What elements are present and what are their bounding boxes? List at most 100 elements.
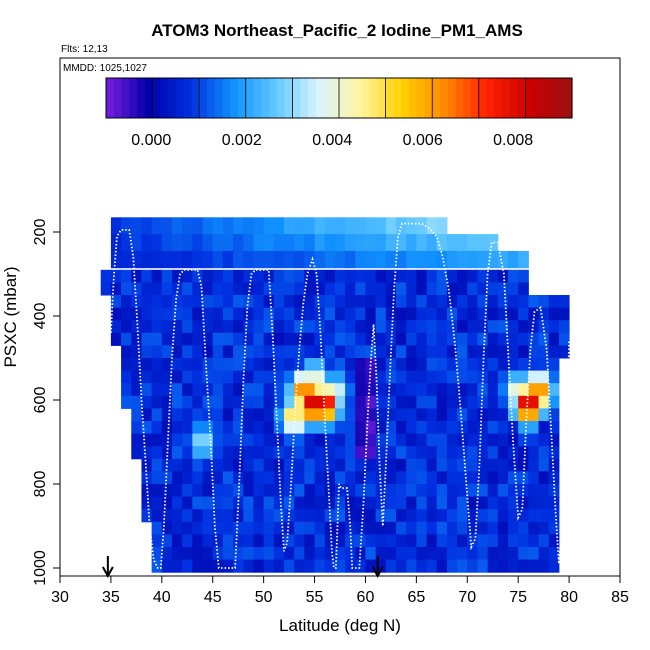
heatmap-cell	[243, 509, 254, 523]
heatmap-cell	[212, 250, 224, 269]
heatmap-cell	[467, 345, 478, 359]
colorbar-tick-label: 0.004	[312, 132, 352, 149]
heatmap-cell	[273, 509, 285, 523]
heatmap-cell	[243, 358, 254, 372]
heatmap-cell	[294, 234, 305, 252]
heatmap-cell	[212, 370, 224, 384]
heatmap-cell	[385, 370, 397, 384]
heatmap-cell	[284, 484, 295, 498]
heatmap-cell	[253, 217, 265, 235]
heatmap-cell	[273, 250, 285, 269]
heatmap-cell	[457, 509, 468, 523]
colorbar-swatch	[346, 78, 356, 118]
heatmap-cell	[396, 521, 407, 535]
heatmap-cell	[396, 433, 407, 447]
heatmap-cell	[538, 383, 550, 397]
heatmap-cell	[508, 320, 519, 334]
heatmap-cell	[457, 250, 468, 269]
heatmap-cell	[375, 295, 387, 309]
colorbar-swatch	[432, 78, 441, 118]
heatmap-cell	[487, 295, 499, 309]
colorbar-swatch	[377, 78, 387, 118]
heatmap-cell	[314, 421, 326, 435]
heatmap-cell	[406, 383, 417, 397]
heatmap-cell	[497, 320, 509, 334]
heatmap-cell	[477, 559, 489, 573]
heatmap-cell	[457, 496, 468, 510]
heatmap-cell	[284, 320, 295, 334]
heatmap-cell	[253, 234, 265, 252]
heatmap-cell	[436, 547, 448, 561]
heatmap-cell	[131, 370, 142, 384]
heatmap-cell	[110, 295, 122, 309]
y-tick-label: 800	[32, 471, 49, 498]
heatmap-cell	[151, 307, 163, 321]
heatmap-cell	[131, 217, 142, 235]
heatmap-cell	[477, 471, 489, 485]
heatmap-cell	[212, 534, 224, 548]
heatmap-cell	[222, 484, 234, 498]
heatmap-cell	[304, 358, 316, 372]
heatmap-cell	[345, 383, 356, 397]
heatmap-cell	[375, 421, 387, 435]
heatmap-cell	[345, 269, 356, 283]
colorbar-swatch	[393, 78, 402, 118]
heatmap-cell	[182, 408, 193, 422]
colorbar-swatch	[416, 78, 426, 118]
heatmap-cell	[436, 446, 448, 460]
heatmap-cell	[406, 395, 417, 409]
heatmap-cell	[233, 421, 244, 435]
heatmap-cell	[457, 471, 468, 485]
heatmap-cell	[385, 421, 397, 435]
heatmap-cell	[426, 559, 438, 573]
heatmap-cell	[355, 332, 366, 346]
heatmap-cell	[355, 269, 366, 283]
heatmap-cell	[182, 217, 193, 235]
heatmap-cell	[457, 458, 468, 472]
heatmap-cell	[243, 250, 254, 269]
heatmap-cell	[192, 559, 204, 573]
x-tick-label: 60	[357, 589, 375, 606]
chart-title: ATOM3 Northeast_Pacific_2 Iodine_PM1_AMS	[151, 21, 523, 40]
heatmap-cell	[192, 446, 204, 460]
colorbar-swatch	[408, 78, 418, 118]
heatmap-cell	[284, 458, 295, 472]
heatmap-cell	[436, 345, 448, 359]
heatmap-cell	[314, 471, 326, 485]
heatmap-cell	[528, 496, 540, 510]
heatmap-cell	[385, 534, 397, 548]
heatmap-cell	[324, 217, 336, 235]
heatmap-cell	[416, 547, 428, 561]
heatmap-cell	[151, 433, 163, 447]
heatmap-cell	[334, 332, 346, 346]
heatmap-cell	[446, 250, 458, 269]
heatmap-cell	[243, 307, 254, 321]
heatmap-cell	[222, 395, 234, 409]
heatmap-cell	[263, 217, 275, 235]
heatmap-cell	[365, 559, 377, 573]
heatmap-cell	[161, 458, 173, 472]
heatmap-cell	[396, 534, 407, 548]
heatmap-cell	[324, 320, 336, 334]
heatmap-cell	[497, 534, 509, 548]
heatmap-cell	[508, 458, 519, 472]
heatmap-cell	[243, 421, 254, 435]
heatmap-cell	[416, 345, 428, 359]
heatmap-cell	[406, 496, 417, 510]
heatmap-cell	[355, 345, 366, 359]
heatmap-cell	[314, 295, 326, 309]
heatmap-cell	[161, 320, 173, 334]
heatmap-cell	[365, 295, 377, 309]
heatmap-cell	[375, 320, 387, 334]
heatmap-cell	[375, 408, 387, 422]
heatmap-cell	[528, 521, 540, 535]
heatmap-cell	[477, 295, 489, 309]
heatmap-cell	[508, 370, 519, 384]
heatmap-cell	[192, 383, 204, 397]
heatmap-cell	[273, 433, 285, 447]
heatmap-cell	[416, 521, 428, 535]
colorbar-swatch	[269, 78, 278, 118]
heatmap-cell	[294, 370, 305, 384]
heatmap-cell	[141, 295, 153, 309]
heatmap-cell	[375, 282, 387, 296]
